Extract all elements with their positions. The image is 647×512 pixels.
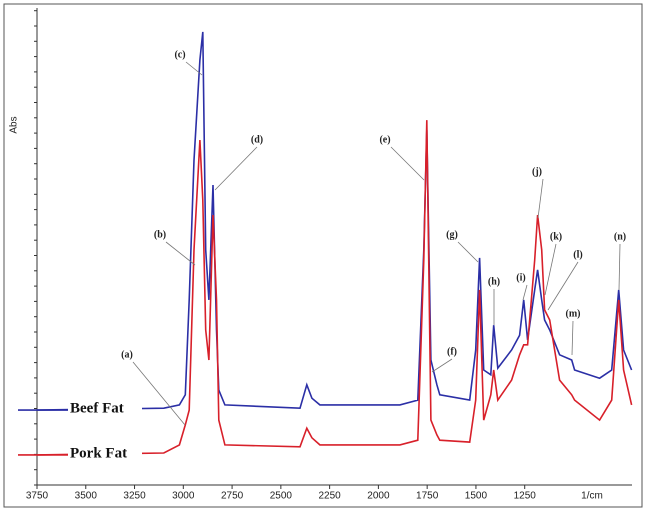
y-axis-label: Abs <box>9 116 20 133</box>
frame <box>3 3 643 508</box>
x-tick-label: 3750 <box>26 491 49 502</box>
annotation: (e) <box>379 134 390 145</box>
x-tick-label: 2750 <box>221 491 244 502</box>
x-tick-label: 1750 <box>416 491 439 502</box>
legend-bg <box>68 445 142 462</box>
x-tick-label: 3000 <box>172 491 195 502</box>
annotation-leader <box>431 358 453 373</box>
x-tick-label: 2000 <box>367 491 390 502</box>
annotation-leader <box>132 361 186 426</box>
annotation-leader <box>618 243 621 291</box>
annotation-leader <box>522 284 528 301</box>
spectrum-line <box>36 120 633 456</box>
annotation-leader <box>544 243 557 296</box>
annotation-leader <box>185 61 203 76</box>
x-tick-label: 2500 <box>270 491 293 502</box>
annotation: (m) <box>566 308 581 319</box>
annotation: (h) <box>488 276 500 287</box>
x-tick-label: 3250 <box>123 491 146 502</box>
x-axis-label: 1/cm <box>581 491 603 502</box>
annotation-leader <box>547 261 579 311</box>
annotation: (f) <box>447 346 457 357</box>
annotation: (l) <box>573 249 582 260</box>
annotation: (d) <box>251 134 263 145</box>
spectrum-line <box>36 31 633 411</box>
annotation: (g) <box>446 229 458 240</box>
annotation: (j) <box>532 166 542 177</box>
annotation: (n) <box>614 231 626 242</box>
x-tick-label: 3500 <box>75 491 98 502</box>
legend-label: Beef Fat <box>70 401 124 417</box>
annotation-leader <box>457 241 479 263</box>
annotation-leader <box>214 146 258 191</box>
x-tick-label: 2250 <box>318 491 341 502</box>
annotation: (b) <box>154 229 166 240</box>
annotation: (a) <box>121 349 133 360</box>
annotation: (i) <box>516 272 525 283</box>
annotation-leader <box>571 320 574 356</box>
annotation: (k) <box>550 231 562 242</box>
annotation: (c) <box>174 49 185 60</box>
legend-label: Pork Fat <box>70 445 127 461</box>
x-tick-label: 1250 <box>514 491 537 502</box>
annotation-leader <box>537 178 544 219</box>
annotation-leader <box>165 241 196 266</box>
annotation-leader <box>390 146 425 181</box>
x-tick-label: 1500 <box>465 491 488 502</box>
legend-bg <box>68 401 142 418</box>
